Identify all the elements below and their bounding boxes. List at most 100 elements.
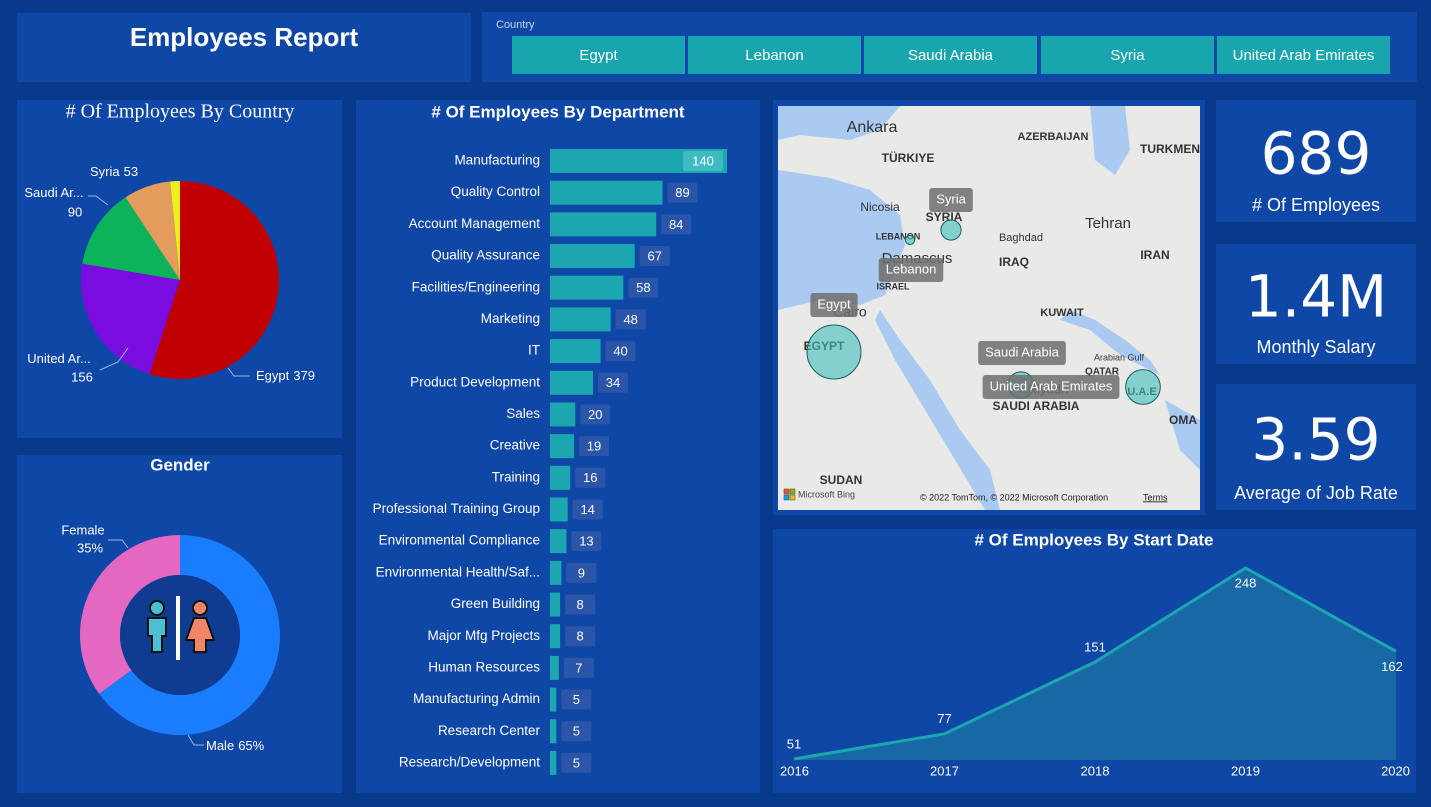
bar-value: 40 <box>613 344 627 359</box>
x-tick-label: 2017 <box>930 763 959 778</box>
bar <box>550 212 657 237</box>
pie-leader <box>227 367 250 377</box>
slicer-button-label: Saudi Arabia <box>908 47 994 64</box>
bar <box>550 719 557 744</box>
bar-value: 5 <box>573 755 580 770</box>
map-bubble-label-bg <box>982 375 1120 399</box>
pie-leader <box>88 195 109 206</box>
department-label: Account Management <box>409 216 541 231</box>
bar-value: 14 <box>580 502 594 517</box>
donut-leader <box>108 539 129 549</box>
map-bubble-label-bg <box>878 258 944 282</box>
area <box>794 567 1396 760</box>
data-label: 162 <box>1381 659 1403 674</box>
kpi-panel <box>1216 100 1416 222</box>
bar-value-box <box>571 531 602 552</box>
bar <box>550 687 557 712</box>
map-bubble-label-bg <box>810 293 858 317</box>
bar-value-box <box>580 404 611 425</box>
bar <box>550 655 559 680</box>
slicer-button[interactable]: Lebanon <box>688 36 861 74</box>
bar-value: 34 <box>606 375 620 390</box>
gender-title: Gender <box>150 455 210 474</box>
bar-value-box <box>597 372 628 393</box>
pie-slice <box>81 263 180 375</box>
bar <box>550 624 561 649</box>
slicer-button[interactable]: Egypt <box>512 36 685 74</box>
map-place-label: Nicosia <box>860 200 900 214</box>
donut-label-value: 35% <box>77 540 103 555</box>
map-bubble <box>1125 369 1161 405</box>
bar-value: 16 <box>583 470 597 485</box>
line <box>793 566 1397 761</box>
map-bubble-label: Syria <box>936 191 966 206</box>
department-label: Major Mfg Projects <box>427 628 540 643</box>
pie-title: # Of Employees By Country <box>66 101 295 123</box>
map-bubble <box>904 234 916 246</box>
department-label: IT <box>528 343 540 358</box>
map-place-label: TÜRKIYE <box>882 150 935 165</box>
map-logo-icon <box>783 488 796 501</box>
slicer-button[interactable]: United Arab Emirates <box>1217 36 1390 74</box>
bar <box>550 180 663 205</box>
report-title: Employees Report <box>130 22 359 52</box>
map-water <box>1165 400 1200 470</box>
donut-label: Male 65% <box>206 738 265 753</box>
pie-label-value: 90 <box>68 204 82 219</box>
kpi-panel <box>1216 384 1416 510</box>
department-label: Quality Assurance <box>431 248 540 263</box>
map-place-label: ISRAEL <box>876 281 910 291</box>
map-bubble <box>806 324 862 380</box>
bar <box>550 592 561 617</box>
donut-slice <box>80 535 180 694</box>
map-water <box>778 170 905 310</box>
department-label: Research/Development <box>399 754 540 769</box>
bar-value: 48 <box>623 312 637 327</box>
timeline-title: # Of Employees By Start Date <box>974 530 1213 549</box>
slicer-button[interactable]: Syria <box>1041 36 1214 74</box>
bar <box>550 307 611 332</box>
bar-value-box <box>565 626 596 647</box>
bar <box>550 370 593 395</box>
donut-label-category: Male <box>206 738 234 753</box>
pie-label: Saudi Ar... <box>24 185 83 200</box>
bar-value: 8 <box>576 597 583 612</box>
bar-value: 89 <box>675 185 689 200</box>
data-label: 51 <box>787 736 801 751</box>
slicer-button-bg <box>512 36 685 74</box>
bar-value: 8 <box>576 629 583 644</box>
kpi-label: Average of Job Rate <box>1234 483 1398 503</box>
bar-value: 5 <box>573 692 580 707</box>
slicer-button[interactable]: Saudi Arabia <box>864 36 1037 74</box>
department-label: Quality Control <box>451 184 540 199</box>
pie-slice <box>170 181 180 280</box>
pie-label-value: 379 <box>293 368 315 383</box>
department-label: Research Center <box>438 723 541 738</box>
bar <box>550 339 601 364</box>
department-label: Manufacturing <box>454 153 540 168</box>
bar-value: 58 <box>636 280 650 295</box>
x-tick-label: 2020 <box>1381 763 1410 778</box>
map-place-label: OMA <box>1169 413 1197 427</box>
bar-value-box <box>667 182 698 203</box>
pie-leader <box>99 347 129 371</box>
slicer-button-label: Egypt <box>579 47 618 64</box>
map-place-label: LEBANON <box>876 231 921 241</box>
bar-value: 9 <box>578 565 585 580</box>
map-place-label: QATAR <box>1085 367 1120 378</box>
department-label: Environmental Health/Saf... <box>376 564 540 579</box>
kpi-panel <box>1216 244 1416 364</box>
slicer-button-label: United Arab Emirates <box>1233 47 1375 64</box>
map-bubble-label: Saudi Arabia <box>985 344 1059 359</box>
bar-value: 140 <box>692 153 714 168</box>
department-label: Green Building <box>451 596 540 611</box>
kpi-value: 689 <box>1261 119 1372 187</box>
pie-slice <box>125 181 180 280</box>
department-label: Product Development <box>410 374 540 389</box>
pie-label: United Ar... <box>27 351 91 366</box>
bar-value-box <box>572 499 603 520</box>
bar-value-box <box>561 721 592 742</box>
map-place-label: TURKMEN <box>1140 142 1200 156</box>
bar-value-box <box>661 214 692 235</box>
x-tick-label: 2018 <box>1081 763 1110 778</box>
